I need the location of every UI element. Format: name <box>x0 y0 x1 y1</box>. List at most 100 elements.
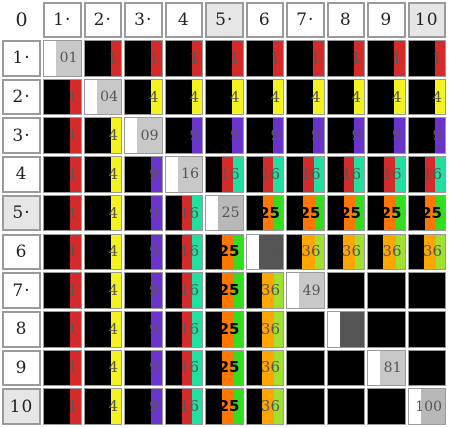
cell-r9-c9: 81 <box>367 349 406 387</box>
cell-r6-c2: 4 <box>83 233 122 271</box>
cell-value: 9 <box>229 126 240 145</box>
cell-r10-c1: 1 <box>43 388 82 425</box>
color-block <box>353 79 364 115</box>
color-block <box>232 157 243 192</box>
cell-r2-c4: 4 <box>164 78 203 116</box>
color-block <box>192 389 202 424</box>
cell-value: 25 <box>221 205 240 222</box>
cell-value: 16 <box>341 164 361 183</box>
color-block <box>70 195 81 231</box>
row-header-4: 4 <box>2 156 41 193</box>
cell-r2-c6: 4 <box>245 78 284 116</box>
color-block <box>355 195 364 231</box>
cell-r9-c10 <box>407 349 446 387</box>
cell-r4-c5: 16 <box>205 156 244 193</box>
cell-r1-c6: 1 <box>245 40 284 77</box>
cell-value: 9 <box>148 319 159 338</box>
column-header-6: 6 <box>245 2 284 38</box>
color-block <box>110 41 121 76</box>
color-block <box>192 350 202 386</box>
cell-r9-c2: 4 <box>83 349 122 387</box>
cell-value: 4 <box>108 397 118 416</box>
cell-r6-c7: 36 <box>286 233 325 271</box>
cell-r10-c6: 36 <box>245 388 284 425</box>
cell-r1-c8: 1 <box>326 40 365 77</box>
cell-r3-c6: 9 <box>245 117 284 155</box>
cell-value: 9 <box>310 126 321 145</box>
cell-value: 4 <box>108 203 118 222</box>
color-block <box>222 273 234 308</box>
cell-r1-c1: 01 <box>43 40 82 77</box>
color-block <box>272 118 283 154</box>
square-block <box>218 195 243 231</box>
color-block <box>343 157 355 192</box>
cell-value: 1 <box>310 48 321 67</box>
color-block <box>354 157 364 192</box>
cell-r4-c8: 16 <box>326 156 365 193</box>
color-block <box>274 195 283 231</box>
color-block <box>395 195 405 231</box>
cell-value: 25 <box>299 203 321 222</box>
square-block <box>339 311 364 347</box>
cell-r1-c7: 1 <box>286 40 325 77</box>
color-block <box>110 234 121 270</box>
color-block <box>151 195 162 231</box>
color-block <box>70 350 81 386</box>
square-highlight <box>44 41 57 76</box>
cell-r10-c5: 25 <box>205 388 244 425</box>
color-block <box>181 389 193 424</box>
column-header-9: 9 <box>367 2 406 38</box>
cell-r9-c8 <box>326 349 365 387</box>
color-block <box>383 234 396 270</box>
column-header-1: 1· <box>43 2 82 38</box>
cell-value: 9 <box>148 242 159 261</box>
cell-value: 16 <box>422 164 442 183</box>
color-block <box>110 195 121 231</box>
cell-r5-c3: 9 <box>124 194 163 232</box>
cell-r7-c7: 49 <box>286 272 325 309</box>
cell-r6-c10: 36 <box>407 233 446 271</box>
color-block <box>313 79 324 115</box>
cell-r7-c6: 36 <box>245 272 284 309</box>
color-block <box>384 157 395 192</box>
cell-value: 1 <box>67 319 78 338</box>
color-block <box>313 41 324 76</box>
color-block <box>313 118 324 154</box>
cell-value: 1 <box>351 48 361 67</box>
cell-value: 81 <box>383 359 402 376</box>
cell-value: 1 <box>67 87 78 106</box>
cell-r2-c10: 4 <box>407 78 446 116</box>
color-block <box>181 234 193 270</box>
cell-value: 9 <box>148 203 159 222</box>
color-block <box>191 41 202 76</box>
color-block <box>394 157 405 192</box>
color-block <box>181 311 193 347</box>
color-block <box>110 157 121 192</box>
cell-r3-c5: 9 <box>205 117 244 155</box>
color-block <box>274 389 283 424</box>
cell-r5-c2: 4 <box>83 194 122 232</box>
cell-r7-c3: 9 <box>124 272 163 309</box>
square-block <box>299 273 324 308</box>
color-block <box>151 41 162 76</box>
cell-value: 4 <box>108 319 118 338</box>
color-block <box>262 195 275 231</box>
color-block <box>384 195 396 231</box>
cell-r8-c1: 1 <box>43 310 82 348</box>
color-block <box>192 195 202 231</box>
cell-value: 1 <box>270 48 280 67</box>
cell-value: 25 <box>380 203 402 222</box>
color-block <box>434 79 445 115</box>
color-block <box>261 273 275 308</box>
color-block <box>314 234 324 270</box>
cell-value: 25 <box>218 281 240 300</box>
cell-value: 36 <box>260 397 280 416</box>
color-block <box>151 350 162 386</box>
cell-r4-c7: 16 <box>286 156 325 193</box>
cell-r10-c10: 100 <box>407 388 446 425</box>
row-header-6: 6 <box>2 233 41 271</box>
cell-value: 9 <box>148 281 159 300</box>
row-header-5: 5· <box>2 194 41 232</box>
color-block <box>232 118 243 154</box>
cell-value: 49 <box>302 282 321 299</box>
